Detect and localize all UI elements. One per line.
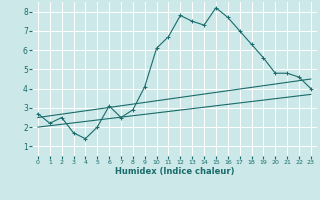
- X-axis label: Humidex (Indice chaleur): Humidex (Indice chaleur): [115, 167, 234, 176]
